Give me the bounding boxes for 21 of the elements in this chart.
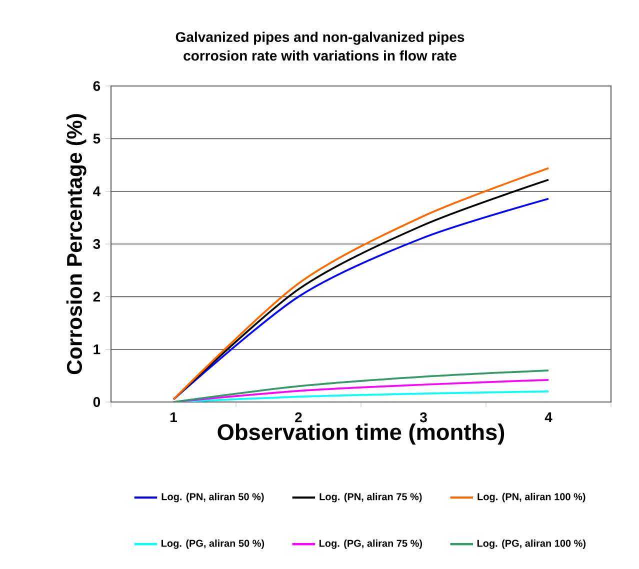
y-tick-label: 5 — [93, 134, 100, 144]
legend-label: Log. (PG, aliran 75 %) — [319, 540, 422, 549]
chart-title: Galvanized pipes and non-galvanized pipes corrosion rate with variations in flow rate — [176, 32, 464, 61]
x-tick-label: 3 — [420, 412, 427, 422]
legend-label: Log. (PN, aliran 50 %) — [162, 492, 264, 502]
line-series — [172, 369, 550, 402]
y-tick-label: 2 — [93, 292, 100, 302]
y-tick-label: 3 — [93, 239, 100, 249]
y-tick-label: 1 — [94, 344, 100, 354]
y-tick-label: 0 — [93, 397, 100, 407]
x-tick-label: 2 — [295, 412, 302, 422]
x-tick-label: 4 — [544, 412, 552, 422]
y-axis-title: Corrosion Percentage (%) — [66, 114, 86, 374]
x-axis-title: Observation time (months) — [218, 424, 504, 445]
legend-label: Log. (PN, aliran 75 %) — [320, 492, 422, 502]
legend-label: Log. (PN, aliran 100 %) — [478, 492, 586, 502]
y-tick-label: 6 — [93, 81, 100, 91]
y-tick-label: 4 — [93, 186, 101, 196]
legend-label: Log. (PG, aliran 50 %) — [162, 540, 264, 549]
legend-label: Log. (PG, aliran 100 %) — [477, 540, 586, 549]
x-tick-label: 1 — [170, 412, 177, 422]
